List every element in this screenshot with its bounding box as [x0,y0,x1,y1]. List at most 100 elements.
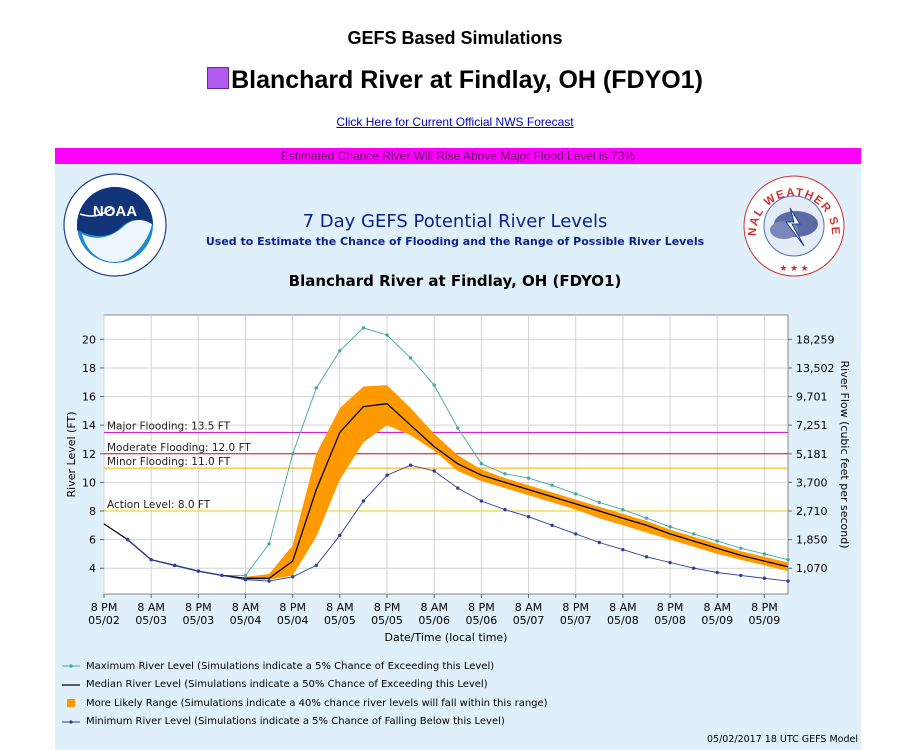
minimum-river-level-point [479,499,484,503]
legend-min-swatch [62,720,80,724]
likely-range-band [245,385,788,580]
maximum-river-level-point [432,383,436,387]
minimum-river-level-point [196,569,201,573]
minimum-river-level-point [574,532,578,536]
minimum-river-level-point [456,486,460,490]
maximum-river-level-point [762,552,767,556]
gauge-heading: Blanchard River at Findlay, OH (FDYO1) [0,66,910,95]
legend-item-median: Median River Level (Simulations indicate… [62,676,548,695]
y2-axis-label: River Flow (cubic feet per second) [838,360,851,548]
legend-max-swatch [62,664,80,668]
model-note: 05/02/2017 18 UTC GEFS Model [707,734,858,745]
y2-tick-label: 7,251 [796,419,828,432]
x-tick-time: 8 AM [326,601,354,614]
minimum-river-level-point [173,563,177,568]
maximum-river-level-point [526,476,531,480]
minimum-river-level-point [243,577,248,582]
y-axis-label: River Level (FT) [65,412,78,498]
minimum-river-level-point [125,537,130,542]
minimum-river-level-point [408,463,413,467]
maximum-river-level-point [786,557,790,562]
maximum-river-level-point [691,532,696,536]
x-tick-time: 8 AM [515,601,543,614]
minimum-river-level-point [290,575,295,579]
threshold-label: Minor Flooding: 11.0 FT [107,456,231,468]
maximum-river-level-point [314,386,318,390]
x-tick-date: 05/08 [607,614,639,627]
maximum-river-level-point [408,356,413,360]
minimum-river-level-point [668,560,672,565]
legend-item-max: Maximum River Level (Simulations indicat… [62,657,548,676]
x-tick-time: 8 PM [91,601,118,614]
minimum-river-level-point [149,557,153,562]
x-tick-time: 8 PM [751,601,778,614]
y-tick-label: 20 [82,333,96,346]
legend-band-label: More Likely Range (Simulations indicate … [86,697,548,709]
legend-median-swatch [62,684,80,686]
maximum-river-level-point [597,500,602,505]
legend-band-swatch [67,699,75,708]
x-tick-date: 05/04 [277,614,309,627]
minimum-river-level-point [597,540,602,545]
x-tick-date: 05/06 [418,614,450,627]
x-tick-time: 8 AM [137,601,165,614]
minimum-river-level-point [385,473,389,477]
minimum-river-level-point [762,576,767,580]
nws-logo-icon: NATIONAL WEATHER SERVICE ★ ★ ★ [742,174,845,277]
y-tick-label: 6 [89,534,96,547]
y2-tick-label: 18,259 [796,333,835,346]
chart-title: 7 Day GEFS Potential River Levels [302,211,608,232]
y2-tick-label: 1,070 [796,562,828,575]
maximum-river-level-point [243,573,248,578]
y-tick-label: 10 [82,476,96,489]
minimum-river-level-point [526,515,531,519]
chart-legend: Maximum River Level (Simulations indicat… [62,657,548,731]
noaa-logo-text: NOAA [93,203,137,220]
maximum-river-level-point [385,333,389,337]
x-tick-date: 05/04 [230,614,262,627]
minimum-river-level-point [314,563,318,568]
y2-tick-label: 5,181 [796,448,828,461]
y2-tick-label: 13,502 [796,362,835,375]
x-tick-date: 05/09 [701,614,733,627]
x-tick-time: 8 PM [468,601,495,614]
x-axis-label: Date/Time (local time) [385,631,508,644]
legend-max-label: Maximum River Level (Simulations indicat… [86,660,495,672]
maximum-river-level-point [550,483,554,487]
x-tick-date: 05/02 [88,614,120,627]
minimum-river-level-point [267,579,271,583]
observed-line [103,523,128,541]
chart-subtitle: Used to Estimate the Chance of Flooding … [205,235,705,248]
x-tick-date: 05/09 [749,614,781,627]
y-tick-label: 14 [82,419,96,432]
gauge-heading-text: Blanchard River at Findlay, OH (FDYO1) [231,66,703,94]
maximum-river-level-point [668,525,672,529]
flood-chance-banner[interactable]: Estimated Chance River Will Rise Above M… [55,148,861,164]
x-tick-time: 8 AM [609,601,637,614]
maximum-river-level-point [361,326,366,330]
minimum-river-level-point [361,499,366,503]
x-tick-time: 8 AM [420,601,448,614]
official-forecast-link[interactable]: Click Here for Current Official NWS Fore… [336,115,574,129]
y2-tick-label: 9,701 [796,391,828,404]
legend-median-label: Median River Level (Simulations indicate… [86,679,488,691]
x-tick-date: 05/05 [371,614,403,627]
minimum-river-level-point [621,547,625,552]
minimum-river-level-point [715,570,719,575]
y-tick-label: 16 [82,391,96,404]
gauge-color-swatch [207,67,230,89]
minimum-river-level-point [691,566,696,570]
x-tick-time: 8 PM [657,601,684,614]
x-tick-date: 05/07 [560,614,592,627]
x-tick-time: 8 AM [703,601,731,614]
threshold-label: Major Flooding: 13.5 FT [107,420,231,432]
minimum-river-level-point [644,555,649,559]
minimum-river-level-point [739,573,743,578]
y-tick-label: 12 [82,448,96,461]
minimum-river-level-point [550,523,554,528]
y-tick-label: 8 [89,505,96,518]
x-tick-time: 8 PM [374,601,401,614]
minimum-river-level-point [432,469,436,473]
maximum-river-level-point [338,349,342,353]
maximum-river-level-point [267,542,271,546]
